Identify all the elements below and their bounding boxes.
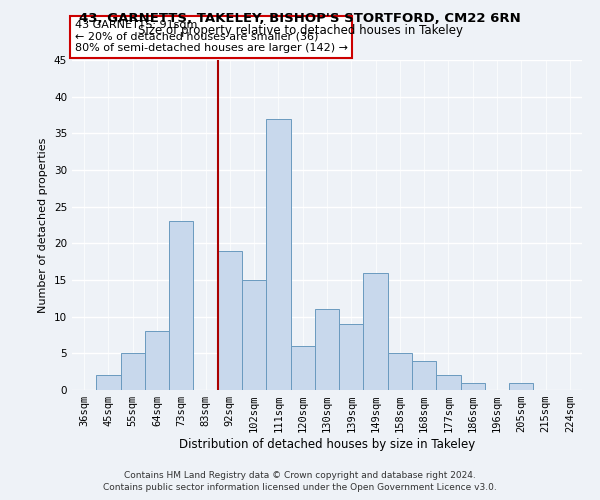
Bar bbox=[218, 250, 242, 390]
Text: 43, GARNETTS, TAKELEY, BISHOP'S STORTFORD, CM22 6RN: 43, GARNETTS, TAKELEY, BISHOP'S STORTFOR… bbox=[79, 12, 521, 26]
X-axis label: Distribution of detached houses by size in Takeley: Distribution of detached houses by size … bbox=[179, 438, 475, 451]
Bar bbox=[96, 376, 121, 390]
Bar bbox=[242, 280, 266, 390]
Bar bbox=[266, 118, 290, 390]
Bar bbox=[509, 382, 533, 390]
Bar bbox=[436, 376, 461, 390]
Bar bbox=[461, 382, 485, 390]
Bar bbox=[339, 324, 364, 390]
Text: Contains HM Land Registry data © Crown copyright and database right 2024.
Contai: Contains HM Land Registry data © Crown c… bbox=[103, 471, 497, 492]
Bar bbox=[412, 360, 436, 390]
Bar bbox=[290, 346, 315, 390]
Bar bbox=[315, 310, 339, 390]
Bar bbox=[388, 354, 412, 390]
Bar bbox=[364, 272, 388, 390]
Y-axis label: Number of detached properties: Number of detached properties bbox=[38, 138, 49, 312]
Bar bbox=[169, 222, 193, 390]
Text: Size of property relative to detached houses in Takeley: Size of property relative to detached ho… bbox=[137, 24, 463, 37]
Text: 43 GARNETTS: 91sqm
← 20% of detached houses are smaller (36)
80% of semi-detache: 43 GARNETTS: 91sqm ← 20% of detached hou… bbox=[74, 20, 347, 54]
Bar bbox=[145, 332, 169, 390]
Bar bbox=[121, 354, 145, 390]
